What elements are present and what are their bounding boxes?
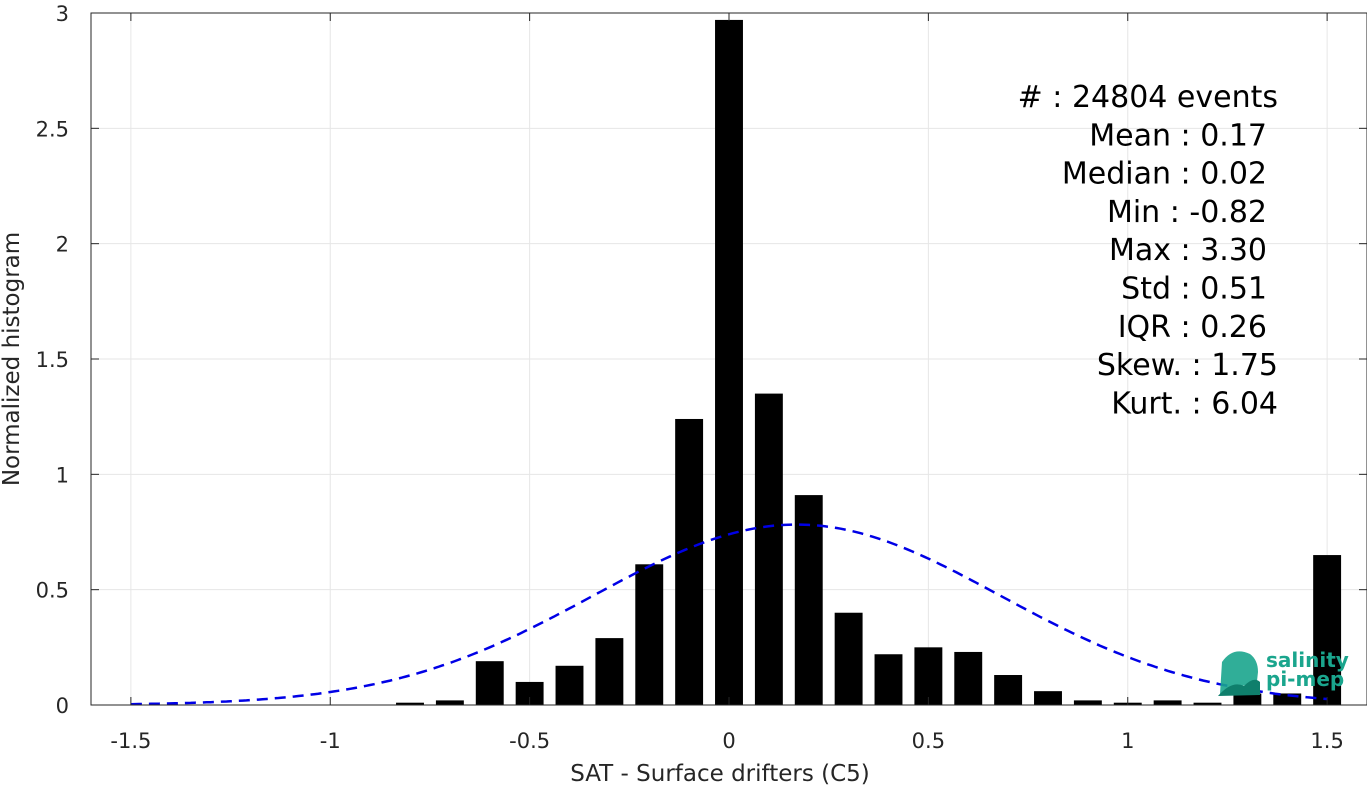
stat-line: Mean : 0.17 [1089, 118, 1267, 153]
histogram-bar [874, 654, 903, 705]
histogram-bar [1313, 555, 1342, 705]
x-tick-label: 1.5 [1310, 729, 1343, 753]
stat-line: Skew. : 1.75 [1097, 348, 1278, 383]
histogram-bar [595, 638, 624, 705]
histogram-bar [994, 675, 1023, 705]
y-tick-label: 2 [56, 233, 69, 257]
x-tick-label: 1 [1121, 729, 1134, 753]
histogram-bar [1073, 700, 1102, 705]
x-tick-label: 0 [722, 729, 735, 753]
x-tick-label: -1.5 [110, 729, 151, 753]
stat-line: # : 24804 events [1018, 80, 1278, 115]
histogram-bar [396, 702, 424, 705]
histogram-bar [555, 665, 584, 705]
histogram-bar [675, 418, 704, 705]
gaussian-fit-curve [130, 523, 1328, 706]
histogram-bar [1153, 700, 1182, 705]
x-tick-label: -0.5 [509, 729, 550, 753]
stat-line: Max : 3.30 [1109, 233, 1267, 268]
histogram-bar [475, 661, 504, 705]
histogram-bar [1233, 693, 1262, 705]
ticks-layer: -1.5 -1 -0.5 0 0.5 1 1.5 0 0.5 1 1.5 2 2.5 3 [36, 2, 1367, 753]
x-tick-label: -1 [320, 729, 341, 753]
stat-line: IQR : 0.26 [1118, 310, 1267, 345]
histogram-bar [635, 564, 664, 705]
x-tick-label: 0.5 [912, 729, 945, 753]
salinity-pimep-logo: salinity pi-mep [1218, 648, 1349, 696]
logo-text-salinity: salinity [1266, 648, 1349, 672]
histogram-bar [515, 681, 544, 705]
y-tick-label: 0 [56, 694, 69, 718]
histogram-bar [715, 19, 743, 706]
y-tick-label: 0.5 [36, 579, 69, 603]
histogram-bar [834, 612, 863, 705]
y-tick-label: 2.5 [36, 117, 69, 141]
histogram-bar [914, 647, 943, 705]
y-tick-label: 1.5 [36, 348, 69, 372]
histogram-bar [794, 495, 823, 705]
logo-text-pimep: pi-mep [1266, 667, 1344, 691]
stat-line: Std : 0.51 [1121, 272, 1267, 307]
bars-layer [396, 19, 1342, 706]
x-axis-label: SAT - Surface drifters (C5) [570, 761, 870, 785]
histogram-bar [754, 393, 783, 705]
y-tick-label: 1 [56, 463, 69, 487]
stat-line: Median : 0.02 [1062, 157, 1267, 192]
histogram-bar [954, 651, 983, 705]
curve-layer [130, 523, 1328, 706]
histogram-bar [435, 700, 464, 705]
wave-logo-icon [1218, 651, 1260, 696]
y-axis-label: Normalized histogram [0, 232, 25, 486]
histogram-bar [1193, 702, 1222, 705]
stat-line: Kurt. : 6.04 [1111, 386, 1278, 421]
stat-line: Min : -0.82 [1107, 195, 1267, 230]
y-tick-label: 3 [56, 2, 69, 26]
histogram-bar [1273, 693, 1302, 705]
histogram-bar [1034, 691, 1062, 705]
